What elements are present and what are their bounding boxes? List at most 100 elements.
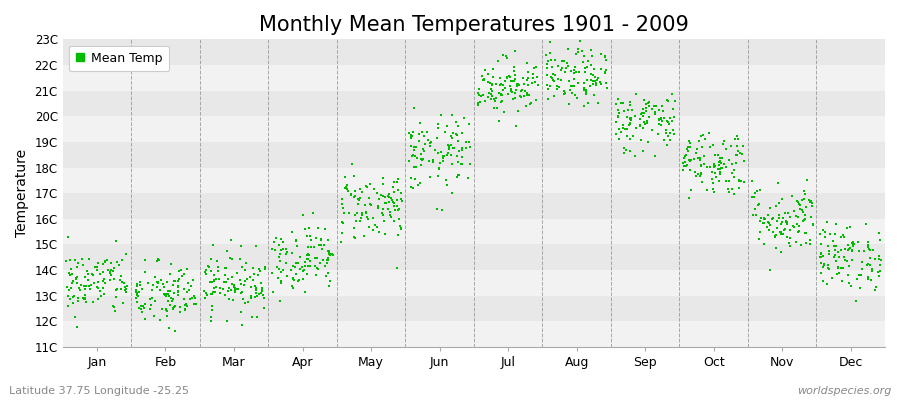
Point [753,214,768,221]
Point [72,284,86,291]
Point [622,136,636,142]
Point [806,221,820,228]
Point [405,153,419,159]
Point [821,243,835,249]
Point [206,289,220,296]
Point [796,209,810,216]
Point [432,166,446,172]
Point [172,268,186,274]
Point [486,74,500,80]
Point [238,300,252,306]
Point [106,302,121,309]
Point [699,187,714,193]
Point [220,318,234,324]
Point [772,212,787,218]
Point [581,58,596,64]
Point [695,179,709,186]
Point [486,66,500,72]
Point [130,299,144,306]
Point [745,212,760,218]
Point [816,278,831,284]
Point [513,92,527,99]
Point [637,110,652,116]
Point [381,193,395,200]
Point [796,218,810,224]
Point [653,116,668,122]
Point [873,262,887,268]
Point [265,246,279,252]
Point [728,136,742,142]
Point [838,246,852,252]
Point [246,276,260,283]
Point [387,200,401,206]
Point [359,183,374,189]
Point [296,267,310,274]
Point [198,269,212,276]
Point [851,272,866,278]
Point [778,210,792,216]
Point [392,187,406,193]
Point [495,92,509,98]
Point [732,176,746,183]
Point [727,167,742,174]
Point [874,257,888,264]
Point [103,269,117,276]
Point [830,270,844,277]
Point [471,102,485,108]
Point [571,80,585,87]
Point [652,116,667,123]
Point [681,156,696,163]
Bar [63,321,885,347]
Point [158,292,172,298]
Point [633,123,647,129]
Point [315,246,329,252]
Point [835,278,850,285]
Point [298,259,312,266]
Point [642,103,656,109]
Point [661,133,675,139]
Point [779,220,794,227]
Point [550,82,564,89]
Point [68,274,83,281]
Point [611,112,625,119]
Point [661,118,675,124]
Point [132,282,147,288]
Point [665,90,680,97]
Point [255,284,269,291]
Point [616,149,631,156]
Point [770,218,784,225]
Point [828,231,842,237]
Point [322,252,337,259]
Point [114,286,129,292]
Point [792,223,806,230]
Point [823,230,837,237]
Point [791,228,806,234]
Point [793,206,807,212]
Point [406,129,420,135]
Point [719,178,733,184]
Point [797,216,812,222]
Point [161,287,176,294]
Point [319,273,333,279]
Point [211,268,225,274]
Point [531,82,545,88]
Point [202,264,216,270]
Point [166,306,180,312]
Point [62,257,77,263]
Point [713,166,727,172]
Point [619,133,634,140]
Point [578,69,592,75]
Point [230,270,245,276]
Point [793,202,807,208]
Point [119,251,133,258]
Point [620,114,634,121]
Point [495,86,509,93]
Point [117,284,131,290]
Point [860,275,875,281]
Point [719,164,733,170]
Point [242,274,256,280]
Point [861,245,876,252]
Point [159,293,174,299]
Point [539,72,554,78]
Point [843,224,858,230]
